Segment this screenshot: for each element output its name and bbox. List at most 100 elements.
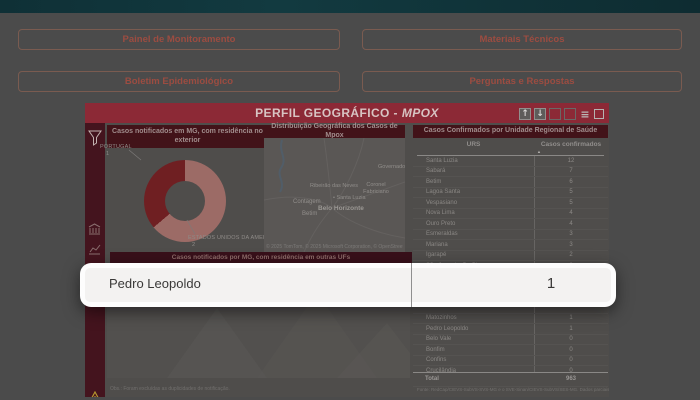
table-cell-urs: Ouro Preto [426,220,456,227]
filter-lines-icon[interactable]: ≡ [580,107,590,121]
dashboard-title-bar: PERFIL GEOGRÁFICO - MPOX [85,103,609,123]
table-row[interactable]: Belo Vale 0 [413,335,608,345]
table-row[interactable]: Nova Lima 4 [413,209,608,219]
dashboard-source: Fonte: RedCap/CIEVS-SubVS-SVS-MG e o SVE… [417,387,609,392]
donut-value-portugal: 1 [106,151,110,157]
table-cell-urs: Igarapé [426,252,447,258]
table-cell-value: 12 [567,157,575,164]
map-canvas[interactable]: Governador Valadares Ribeirão das Neves … [264,138,405,252]
table-cell-value: 0 [569,367,573,374]
table-row[interactable]: Bonfim 0 [413,345,608,356]
table-cell-urs: Mariana [426,241,448,248]
table-cell-urs: Lagoa Santa [426,189,461,195]
spotlight-magnified-row[interactable]: Pedro Leopoldo 1 [80,263,616,307]
table-row[interactable]: Ouro Preto 4 [413,219,608,230]
column-header-urs[interactable]: URS [466,141,481,148]
table-row[interactable] [413,303,608,314]
table-cell-urs: Bonfim [426,346,445,353]
table-cell-value: 4 [569,220,573,227]
nav-up-icon[interactable]: ↑ [519,108,531,120]
chart-trend-icon[interactable] [88,243,101,255]
map-label-belo-horizonte: Belo Horizonte [318,205,364,212]
table-total-row: Total 963 [413,372,608,386]
table-cell-urs: Pedro Leopoldo [426,325,469,332]
lower-map-decoration [167,293,410,378]
table-row[interactable]: Vespasiano 5 [413,198,608,209]
map-label-ribeirao-das-neves: Ribeirão das Neves [310,183,358,189]
nav-down-icon[interactable]: ↓ [534,108,546,120]
map-roads [264,138,405,252]
table-row[interactable]: Matozinhos 1 [413,314,608,324]
total-label: Total [425,376,439,382]
table-row[interactable]: Igarapé 2 [413,251,608,261]
table-cell-urs: Vespasiano [426,199,458,206]
magnified-row-background [85,268,611,302]
site-header-strip [0,0,700,13]
table-cell-urs: Sabará [426,168,446,174]
table-row[interactable]: Mariana 3 [413,240,608,251]
table-row[interactable]: Esmeraldas 3 [413,230,608,240]
panel-title-outras-ufs: Casos notificados por MG, com residência… [110,252,412,263]
table-cell-urs: Esmeraldas [426,231,458,237]
donut-label-portugal: PORTUGAL [100,144,132,150]
donut-value-eua: 2 [192,242,196,248]
donut-label-eua: ESTADOS UNIDOS DA AMÉRICA [188,235,268,241]
table-row[interactable]: Pedro Leopoldo 1 [413,324,608,335]
nav-button-painel-monitoramento[interactable]: Painel de Monitoramento [18,29,340,50]
table-cell-urs: Santa Luzia [426,157,458,164]
table-cell-value: 5 [569,199,573,206]
filter-funnel-icon[interactable] [88,130,102,146]
table-cell-value: 3 [569,231,573,237]
table-row[interactable]: Lagoa Santa 5 [413,188,608,198]
table-cell-urs: Confins [426,357,447,363]
nav-button-materiais-tecnicos[interactable]: Materiais Técnicos [362,29,682,50]
total-value: 963 [565,376,576,382]
table-cell-urs: Matozinhos [426,315,457,321]
map-label-contagem: Contagem [293,199,321,205]
fullscreen-icon[interactable] [594,109,604,119]
map-attribution: © 2025 TomTom, © 2025 Microsoft Corporat… [266,244,403,250]
table-cell-value: 1 [569,325,573,332]
map-label-santa-luzia: • Santa Luzia [333,195,366,201]
magnified-row-value: 1 [546,275,556,292]
nav-button-perguntas-respostas[interactable]: Perguntas e Respostas [362,71,682,92]
powerbi-dashboard-embed: PERFIL GEOGRÁFICO - MPOX ↑ ↓ ≡ [85,103,609,397]
table-cell-value: 2 [569,252,573,258]
nav-button-boletim-epidemiologico[interactable]: Boletim Epidemiológico [18,71,340,92]
toolbar-icon-dim-2[interactable] [564,108,576,120]
dashboard-title-highlight: MPOX [401,106,439,120]
panel-title-exterior: Casos notificados em MG, com residência … [107,125,268,148]
table-cell-urs: Crucilândia [426,367,457,374]
bank-building-icon[interactable] [88,223,101,235]
table-header: URS Casos confirmados ▲ [413,138,608,154]
column-header-casos-confirmados[interactable]: Casos confirmados [540,141,602,148]
panel-title-table: Casos Confirmados por Unidade Regional d… [413,125,608,138]
table-cell-value: 1 [569,315,573,321]
sort-arrow-icon: ▲ [537,149,541,154]
table-cell-value: 3 [569,241,573,248]
table-cell-value: 0 [569,357,573,363]
map-label-governador-valadares: Governador Valadares [378,164,405,170]
table-row[interactable]: Confins 0 [413,356,608,366]
table-cell-value: 7 [569,168,573,174]
table-cell-urs: Nova Lima [426,210,455,216]
table-cell-value: 0 [569,336,573,342]
table-cell-value: 5 [569,189,573,195]
header-divider [417,155,604,156]
table-cell-value: 6 [569,178,573,185]
map-label-betim: Betim [302,211,318,217]
table-cell-urs: Belo Vale [426,336,452,342]
dashboard-sidebar [85,123,105,397]
table-row[interactable]: Santa Luzia 12 [413,156,608,167]
table-row[interactable]: Betim 6 [413,177,608,188]
toolbar-icon-dim-1[interactable] [549,108,561,120]
magnified-row-divider [411,263,412,307]
table-cell-value: 4 [569,210,573,216]
dashboard-footnote: Obs.: Foram excluídas as duplicidades de… [110,386,230,392]
donut-chart[interactable] [144,160,226,242]
table-row[interactable]: Sabará 7 [413,167,608,177]
warning-triangle-icon[interactable] [88,391,102,397]
magnified-row-municipality: Pedro Leopoldo [109,276,201,291]
map-label-coronel-fabriciano: Coronel Fabriciano [363,182,389,195]
